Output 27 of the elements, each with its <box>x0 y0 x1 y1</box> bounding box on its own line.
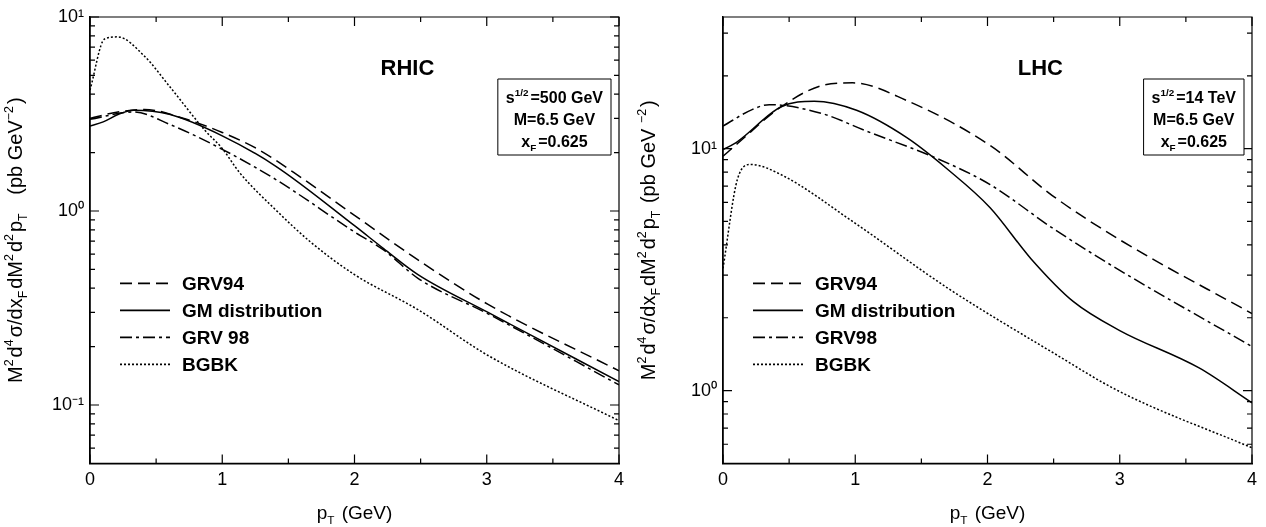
annotation: M=6.5 GeV <box>513 111 596 128</box>
x-tick-label: 0 <box>717 469 729 490</box>
legend-label: BGBK <box>815 354 872 376</box>
text: RHIC <box>380 55 435 80</box>
legend-label: BGBK <box>182 354 239 376</box>
y-tick-label: 10¹ <box>57 5 85 26</box>
legend-label: GM distribution <box>182 300 323 322</box>
x-tick-label: 1 <box>850 469 861 490</box>
text: LHC <box>1017 55 1064 80</box>
annotation: M=6.5 GeV <box>1153 111 1235 128</box>
x-tick-label: 4 <box>613 469 625 490</box>
x-tick-label: 2 <box>982 469 993 490</box>
x-tick-label: 0 <box>84 469 96 490</box>
y-tick-label: 10⁰ <box>690 379 717 400</box>
legend-label: GRV94 <box>815 273 878 295</box>
legend-label: GM distribution <box>815 300 956 322</box>
y-tick-label: 10⁻¹ <box>51 393 85 414</box>
x-tick-label: 4 <box>1246 469 1258 490</box>
x-tick-label: 2 <box>349 469 360 490</box>
x-tick-label: 1 <box>217 469 228 490</box>
legend-label: GRV98 <box>815 327 877 349</box>
x-tick-label: 3 <box>481 469 492 490</box>
y-tick-label: 10¹ <box>690 137 718 158</box>
x-tick-label: 3 <box>1114 469 1125 490</box>
legend-label: GRV94 <box>182 273 245 295</box>
legend-label: GRV 98 <box>182 327 250 349</box>
y-tick-label: 10⁰ <box>57 199 84 220</box>
